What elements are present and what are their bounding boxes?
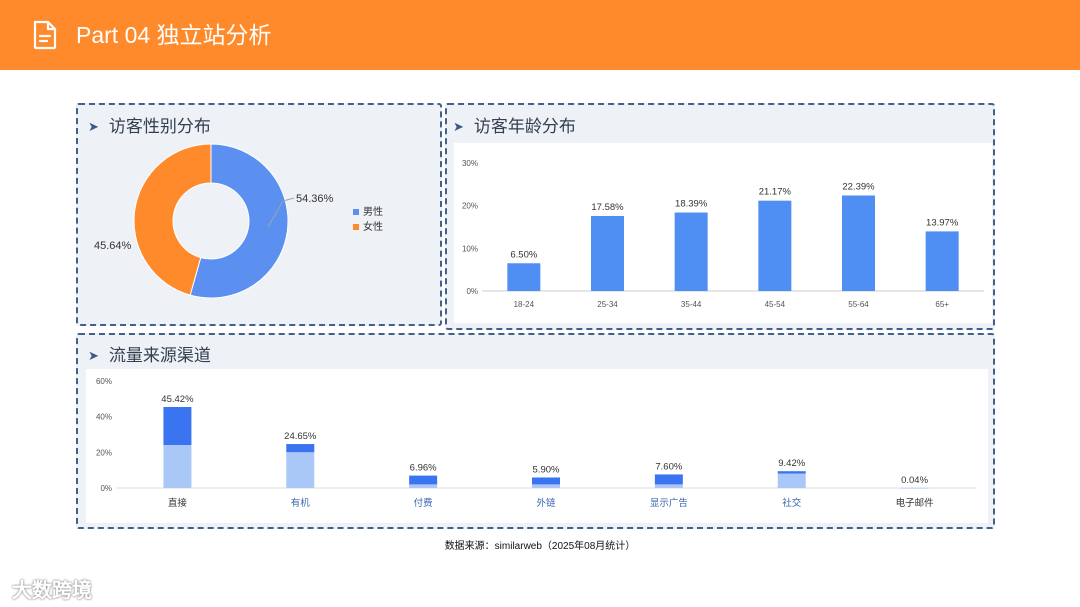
traffic-xtick-0: 直接	[168, 497, 188, 509]
traffic-ytick-0: 0%	[100, 484, 112, 493]
age-xtick-2: 35-44	[681, 300, 702, 309]
age-xtick-1: 25-34	[597, 300, 618, 309]
slice-label-0: 54.36%	[296, 193, 334, 205]
age-xtick-0: 18-24	[514, 300, 535, 309]
age-bar-chart: 0% 10% 20% 30% 6.50% 18-24 17.58% 25-34 18.39% 35…	[462, 159, 984, 309]
traffic-bar-label-5: 9.42%	[778, 458, 805, 469]
watermark-logo: 大数跨境	[12, 580, 92, 602]
age-ytick-1: 10%	[462, 244, 478, 253]
traffic-bar-upper-5	[777, 471, 806, 474]
traffic-bar-chart: 0% 20% 40% 60% 45.42% 直接 24.65% 有机 6.96% 付费 5.90% 外…	[96, 377, 976, 509]
age-bar-5	[925, 231, 959, 291]
gender-title-text: 访客性别分布	[108, 117, 211, 136]
traffic-xtick-3: 外链	[536, 497, 556, 509]
traffic-bar-upper-4	[654, 474, 683, 485]
traffic-bar-lower-0	[163, 445, 192, 488]
donut-slice-1	[133, 143, 212, 296]
slice-label-1: 45.64%	[94, 240, 132, 252]
age-bar-2	[674, 212, 708, 291]
traffic-bar-lower-2	[409, 484, 438, 488]
traffic-bar-lower-3	[532, 484, 560, 488]
age-ytick-0: 0%	[466, 287, 478, 296]
chevron-right-icon: ➤	[88, 348, 99, 363]
legend-label-1: 女性	[363, 220, 383, 233]
legend-swatch-1	[353, 224, 359, 230]
traffic-bar-lower-6	[900, 487, 929, 489]
age-xtick-5: 65+	[935, 300, 949, 309]
age-bar-label-1: 17.58%	[591, 202, 624, 213]
donut-slice-0	[189, 143, 289, 299]
traffic-bar-lower-4	[654, 484, 683, 488]
traffic-ytick-1: 20%	[96, 448, 112, 457]
age-ytick-3: 30%	[462, 159, 478, 168]
traffic-ytick-2: 40%	[96, 413, 112, 422]
age-bar-label-3: 21.17%	[759, 187, 792, 198]
traffic-panel: ➤ 流量来源渠道 0% 20% 40% 60% 45.42% 直接 24.65% 有机 6.96%…	[76, 333, 995, 529]
traffic-xtick-2: 付费	[414, 497, 433, 509]
gender-panel: ➤ 访客性别分布 54.36% 45.64% 男性女性	[76, 103, 442, 326]
age-bar-1	[591, 215, 624, 291]
chevron-right-icon: ➤	[453, 119, 464, 134]
gender-panel-title: ➤ 访客性别分布	[88, 117, 211, 137]
traffic-bar-upper-0	[163, 407, 192, 446]
source-note: 数据来源：similarweb（2025年08月统计）	[444, 541, 636, 552]
traffic-xtick-1: 有机	[291, 497, 311, 509]
age-panel: ➤ 访客年龄分布 0% 10% 20% 30% 6.50% 18-24 17.58% 25-34…	[445, 103, 995, 330]
age-xtick-4: 55-64	[848, 300, 869, 309]
traffic-bar-label-3: 5.90%	[533, 464, 560, 475]
traffic-bar-upper-3	[532, 477, 560, 485]
age-xtick-3: 45-54	[765, 300, 786, 309]
traffic-xtick-6: 电子邮件	[896, 497, 935, 509]
traffic-bar-upper-1	[286, 444, 315, 453]
traffic-bar-lower-1	[286, 452, 315, 488]
traffic-bar-label-6: 0.04%	[901, 475, 928, 486]
traffic-bar-upper-2	[409, 475, 438, 485]
chevron-right-icon: ➤	[88, 119, 99, 134]
traffic-bar-lower-5	[777, 473, 806, 488]
traffic-bar-label-0: 45.42%	[161, 394, 194, 405]
traffic-ytick-3: 60%	[96, 377, 112, 386]
traffic-bar-label-4: 7.60%	[655, 461, 682, 472]
legend-label-0: 男性	[363, 205, 383, 218]
traffic-panel-title: ➤ 流量来源渠道	[88, 346, 211, 366]
header-bar: Part 04 独立站分析	[0, 0, 1080, 70]
age-bar-4	[842, 195, 875, 291]
age-ytick-2: 20%	[462, 202, 478, 211]
page-title: Part 04 独立站分析	[76, 22, 272, 48]
legend-swatch-0	[353, 209, 359, 215]
age-bar-3	[758, 200, 792, 291]
age-bar-label-2: 18.39%	[675, 199, 708, 210]
traffic-title-text: 流量来源渠道	[108, 346, 211, 365]
traffic-chart-area: 0% 20% 40% 60% 45.42% 直接 24.65% 有机 6.96% 付费 5.90% 外…	[86, 369, 988, 523]
age-bar-label-4: 22.39%	[842, 181, 875, 192]
document-icon	[33, 20, 57, 50]
age-panel-title: ➤ 访客年龄分布	[453, 117, 576, 137]
age-bar-label-0: 6.50%	[510, 249, 537, 260]
traffic-xtick-4: 显示广告	[650, 497, 688, 509]
age-bar-label-5: 13.97%	[926, 217, 959, 228]
age-title-text: 访客年龄分布	[473, 117, 576, 136]
traffic-bar-label-2: 6.96%	[410, 463, 437, 474]
age-chart-area: 0% 10% 20% 30% 6.50% 18-24 17.58% 25-34 18.39% 35…	[454, 143, 992, 323]
traffic-bar-label-1: 24.65%	[284, 431, 317, 442]
traffic-xtick-5: 社交	[782, 497, 802, 509]
age-bar-0	[507, 263, 541, 291]
leader-line	[267, 197, 295, 228]
